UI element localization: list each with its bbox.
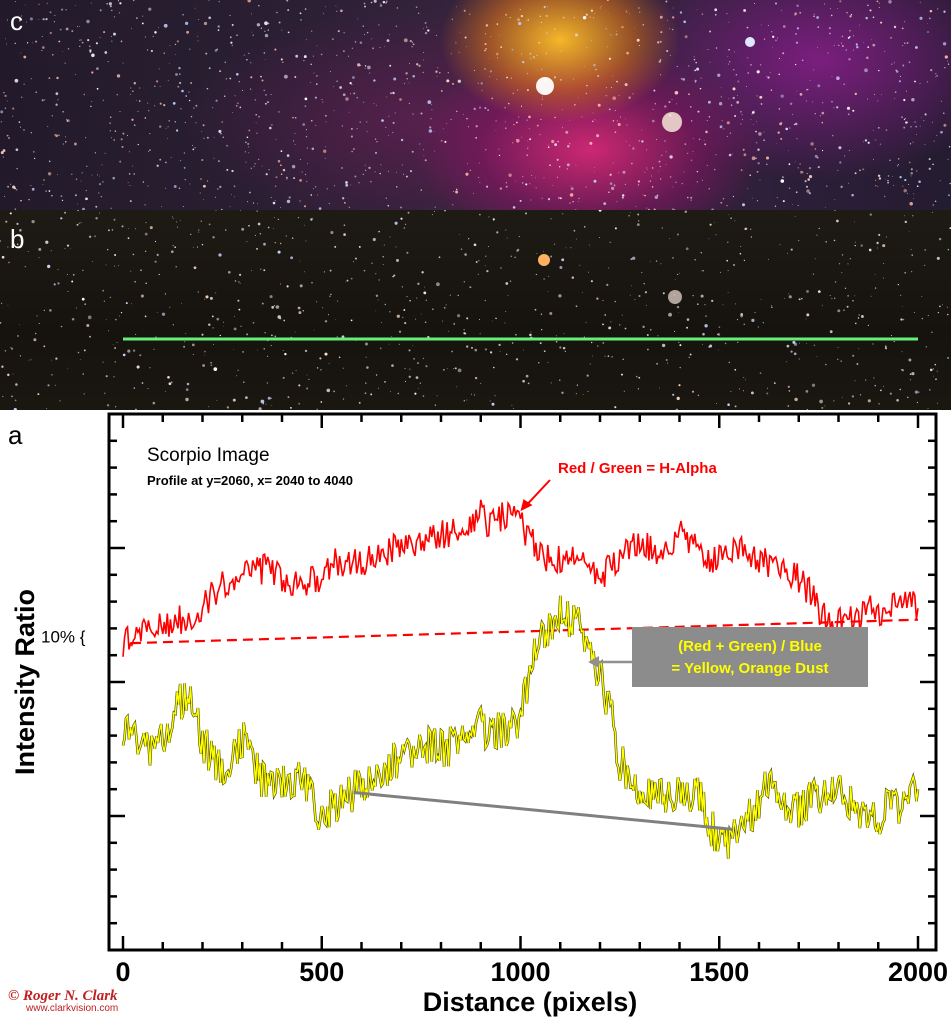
star-cluster-m4 — [668, 290, 682, 304]
star-cluster-m4 — [662, 112, 682, 132]
series-continuum-dashed — [130, 618, 919, 645]
annotation-dust-line2: = Yellow, Orange Dust — [671, 660, 828, 677]
stars — [0, 210, 951, 410]
x-tick-label: 500 — [299, 957, 344, 987]
x-tick-label: 0 — [115, 957, 130, 987]
credit-name: © Roger N. Clark — [8, 988, 118, 1004]
credit-url: www.clarkvision.com — [26, 1003, 119, 1014]
bright-star — [745, 37, 755, 47]
annotations: Red / Green = H-Alpha (Red + Green) / Blu… — [353, 460, 868, 831]
starfield-b — [0, 210, 951, 410]
arrow-head-h-alpha — [520, 499, 533, 512]
ten-percent-annotation: 10% { — [41, 627, 86, 646]
x-tick-label: 1500 — [689, 957, 749, 987]
x-tick-labels: 0 500 1000 1500 2000 — [115, 957, 948, 987]
series-h-alpha — [122, 499, 919, 657]
chart-title: Scorpio Image — [147, 445, 270, 466]
chart-subtitle: Profile at y=2060, x= 2040 to 4040 — [147, 473, 353, 488]
annotation-h-alpha: Red / Green = H-Alpha — [558, 460, 717, 477]
stars — [0, 0, 951, 210]
x-tick-label: 2000 — [888, 957, 948, 987]
x-tick-label: 1000 — [490, 957, 550, 987]
astro-image-panel-b: b — [0, 210, 951, 410]
arrow-h-alpha — [524, 479, 551, 507]
astro-image-panel-c: c — [0, 0, 951, 210]
x-axis-label: Distance (pixels) — [423, 987, 638, 1017]
panel-label-c: c — [10, 6, 23, 36]
annotation-box-dust — [632, 627, 868, 687]
profile-chart: a 0 500 1000 1500 2000 Red / Green = H-Alpha… — [8, 412, 948, 1017]
starfield-c — [0, 0, 951, 210]
bright-star-antares — [536, 77, 554, 95]
panel-label-b: b — [10, 224, 25, 254]
axis-ticks — [109, 414, 936, 950]
annotation-dust-line1: (Red + Green) / Blue — [678, 638, 822, 655]
y-axis-label: Intensity Ratio — [10, 589, 40, 775]
data-series — [121, 499, 920, 859]
arrow-head-dust — [588, 656, 600, 668]
panel-label-a: a — [8, 420, 23, 450]
series-yellow-dust — [122, 595, 919, 859]
bright-star-antares — [538, 254, 550, 266]
credit: © Roger N. Clark www.clarkvision.com — [8, 988, 118, 1014]
connector-line — [353, 791, 734, 831]
